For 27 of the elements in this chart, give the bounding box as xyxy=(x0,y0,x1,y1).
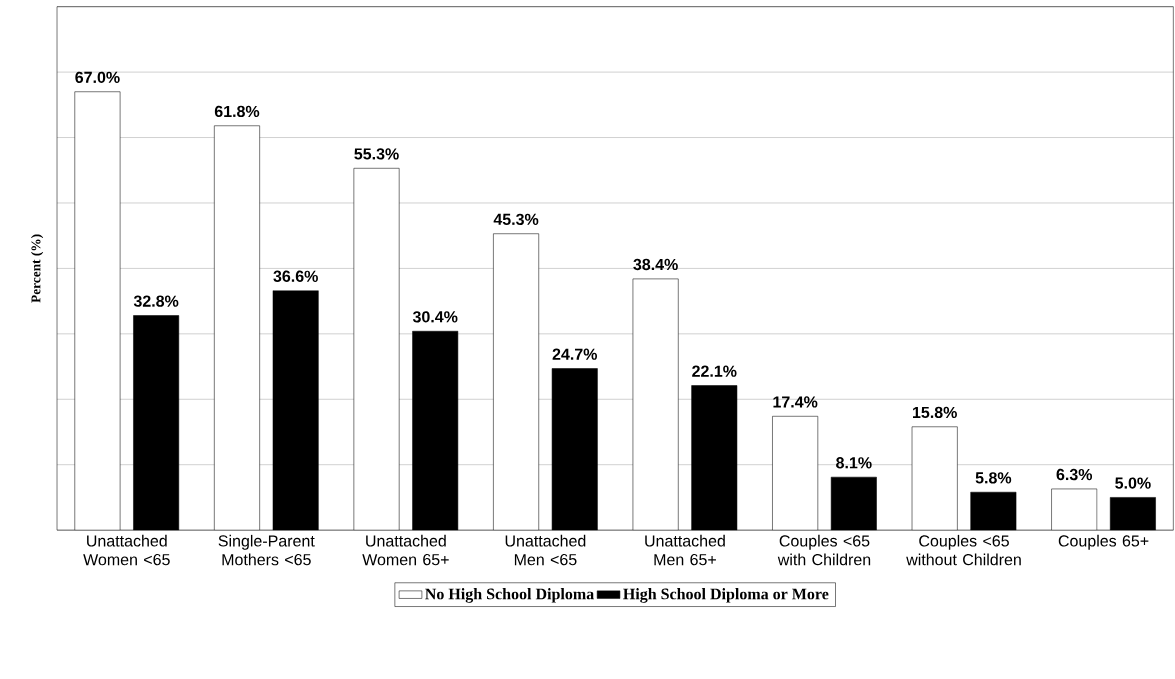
data-label: 30.4% xyxy=(412,311,458,323)
data-label: 22.1% xyxy=(692,365,737,377)
data-label: 55.3% xyxy=(354,148,399,160)
data-label: 5.0% xyxy=(1115,477,1151,489)
x-tick-label: Couples <65 without Children xyxy=(906,534,1021,566)
data-label: 61.8% xyxy=(214,105,260,118)
data-label: 15.8% xyxy=(913,406,957,419)
x-tick-label: Unattached Men 65+ xyxy=(645,534,725,566)
data-label: 24.7% xyxy=(552,348,598,360)
data-label: 5.8% xyxy=(975,472,1012,484)
data-label: 38.4% xyxy=(633,258,678,271)
data-label: 8.1% xyxy=(836,457,872,469)
y-axis-title: Percent (%) xyxy=(31,234,44,303)
x-tick-label: Unattached Men <65 xyxy=(505,534,586,566)
data-label: 17.4% xyxy=(773,396,818,408)
data-label: 67.0% xyxy=(75,71,120,84)
legend-label: High School Diploma or More xyxy=(623,588,829,603)
x-tick-label: Unattached Women <65 xyxy=(83,534,170,566)
x-tick-label: Single-Parent Mothers <65 xyxy=(218,534,315,566)
x-tick-label: Unattached Women 65+ xyxy=(362,534,449,566)
data-label: 6.3% xyxy=(1056,468,1093,481)
data-label: 45.3% xyxy=(493,213,539,226)
x-tick-label: Couples 65+ xyxy=(1058,534,1149,550)
data-label: 32.8% xyxy=(133,295,179,307)
x-tick-label: Couples <65 with Children xyxy=(777,534,871,566)
legend-label: No High School Diploma xyxy=(425,588,594,603)
data-label: 36.6% xyxy=(273,270,318,283)
